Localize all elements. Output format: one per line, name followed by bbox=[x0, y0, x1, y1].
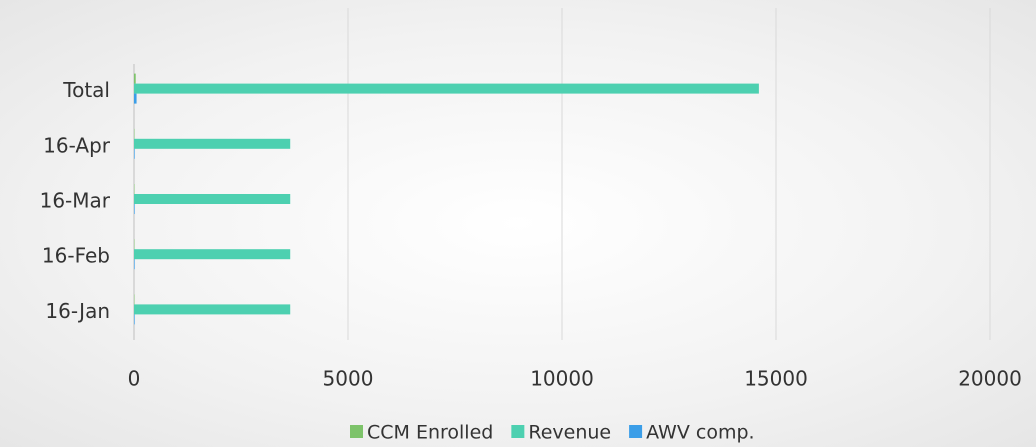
bar bbox=[134, 259, 135, 270]
legend-label: AWV comp. bbox=[646, 422, 754, 444]
legend-swatch bbox=[629, 425, 643, 438]
y-tick-label: Total bbox=[62, 78, 110, 102]
bar bbox=[134, 73, 136, 84]
y-tick-label: 16-Mar bbox=[40, 189, 111, 213]
y-tick-label: 16-Feb bbox=[42, 244, 110, 268]
bar bbox=[134, 304, 291, 315]
x-tick-label: 0 bbox=[128, 367, 141, 391]
x-tick-label: 5000 bbox=[323, 367, 374, 391]
bar bbox=[134, 148, 135, 159]
bar bbox=[134, 314, 135, 325]
x-tick-label: 10000 bbox=[530, 367, 594, 391]
bar bbox=[134, 138, 291, 149]
y-tick-label: 16-Apr bbox=[43, 133, 111, 157]
legend-swatch bbox=[350, 425, 363, 438]
x-tick-label: 15000 bbox=[744, 367, 808, 391]
bar bbox=[134, 93, 137, 104]
bar bbox=[134, 83, 759, 94]
legend-label: CCM Enrolled bbox=[367, 422, 493, 444]
bar bbox=[134, 249, 291, 260]
legend-label: Revenue bbox=[528, 422, 611, 444]
x-tick-label: 20000 bbox=[958, 367, 1022, 391]
bar bbox=[134, 194, 291, 204]
bar bbox=[134, 204, 135, 214]
y-tick-label: 16-Jan bbox=[45, 299, 110, 323]
legend-swatch bbox=[511, 425, 525, 438]
